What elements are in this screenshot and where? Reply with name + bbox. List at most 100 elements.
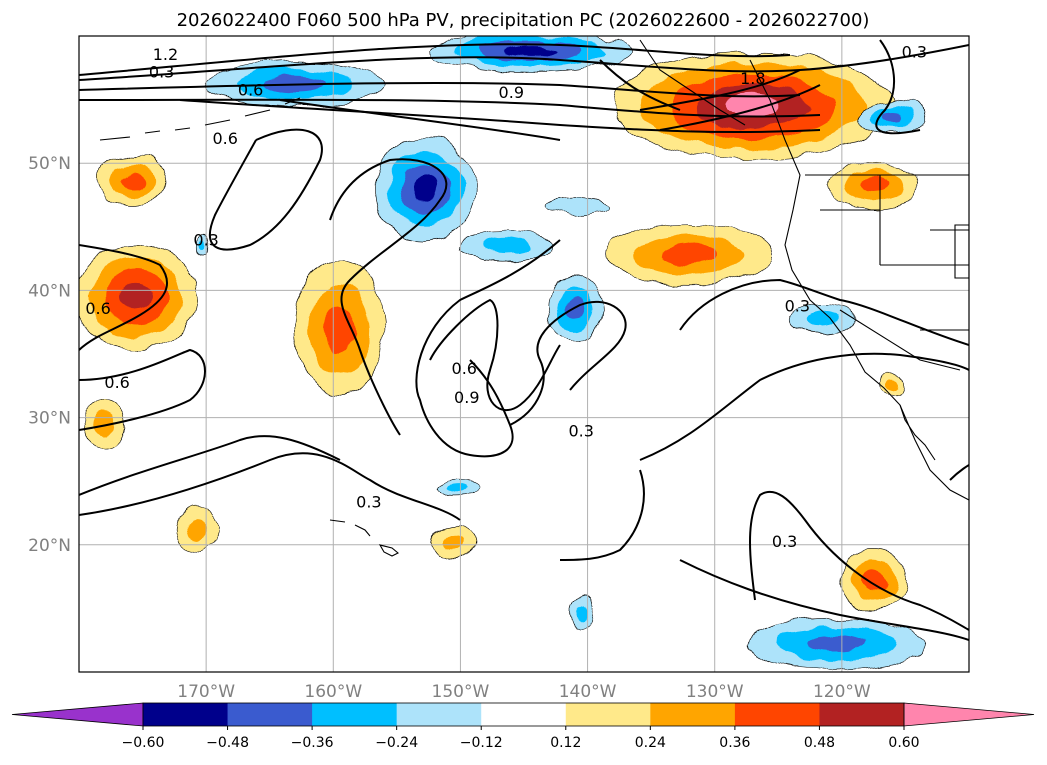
colorbar-segment-7 (734, 703, 820, 726)
precip-outline-1 (606, 223, 773, 286)
precip-outline-14 (546, 276, 604, 341)
precip-outline-11 (373, 137, 476, 240)
precip-band-11-3 (412, 175, 438, 202)
precip-band-5-1 (186, 518, 209, 541)
contour-label-13: 0.3 (568, 421, 593, 440)
contour-label-9: 0.6 (104, 373, 129, 392)
colorbar-tick-3: −0.24 (375, 735, 418, 751)
precip-band-0-4 (724, 95, 781, 117)
colorbar: −0.60 −0.48 −0.36 −0.24 −0.12 0.12 0.24 0.36 0.4… (11, 702, 1035, 751)
map-frame (78, 35, 970, 673)
precipitation-field (79, 36, 927, 670)
precip-outline-16 (545, 197, 610, 216)
colorbar-tick-5: 0.12 (550, 735, 581, 751)
precip-region-13 (428, 36, 633, 72)
precip-band-10-1 (886, 376, 899, 388)
precip-outline-20 (437, 478, 479, 497)
contour-label-15: 0.3 (772, 532, 797, 551)
map-area: 0.31.20.6 0.91.80.30.60.30.60.60.30.60.90… (79, 36, 969, 672)
precip-band-20-1 (447, 483, 469, 493)
chart-title: 2026022400 F060 500 hPa PV, precipitatio… (177, 10, 870, 31)
precip-band-9-2 (862, 570, 885, 591)
lat-tick-2: 40°N (28, 281, 71, 301)
colorbar-segment-8 (819, 703, 905, 726)
pv-contours (79, 39, 969, 641)
precip-region-2 (79, 243, 198, 351)
precip-band-13-3 (504, 46, 556, 57)
lon-tick-3: 140°W (559, 682, 617, 702)
precip-region-16 (545, 197, 610, 216)
colorbar-tick-6: 0.24 (635, 735, 666, 751)
colorbar-segment-1 (227, 703, 313, 726)
precip-region-5 (175, 506, 220, 553)
precip-region-20 (437, 478, 479, 497)
precip-region-22 (196, 235, 208, 257)
contour-label-6: 0.6 (212, 129, 237, 148)
lat-tick-1: 30°N (28, 409, 71, 429)
precip-outline-13 (428, 36, 633, 72)
colorbar-tick-2: −0.36 (291, 735, 334, 751)
precip-outline-18 (859, 99, 927, 136)
contour-label-11: 0.6 (452, 359, 477, 378)
colorbar-tick-4: −0.12 (460, 735, 503, 751)
precip-band-1-2 (661, 244, 717, 265)
precip-outline-5 (175, 506, 220, 553)
gridlines (79, 36, 969, 672)
lat-tick-3: 50°N (28, 154, 71, 174)
precip-outline-6 (83, 399, 126, 449)
precip-region-8 (827, 161, 920, 209)
precip-band-18-2 (881, 111, 904, 124)
colorbar-frame (142, 702, 905, 727)
precip-outline-10 (880, 370, 905, 394)
contour-label-14: 0.3 (356, 493, 381, 512)
precip-outline-3 (293, 262, 386, 396)
precip-outline-9 (840, 549, 908, 612)
precip-outline-19 (789, 302, 857, 334)
precip-region-7 (430, 522, 478, 562)
precip-band-4-2 (120, 172, 145, 190)
lon-tick-1: 160°W (304, 682, 362, 702)
colorbar-segment-4 (481, 703, 567, 726)
colorbar-segment-0 (143, 703, 229, 726)
colorbar-extend-max (903, 702, 1035, 727)
coastlines (99, 39, 969, 557)
precip-outline-7 (430, 522, 478, 562)
colorbar-segment-3 (396, 703, 482, 726)
precip-band-22-1 (199, 240, 205, 251)
precip-outline-8 (827, 161, 920, 209)
colorbar-segment-5 (565, 703, 651, 726)
precip-band-16-0 (545, 197, 610, 216)
precip-band-15-1 (480, 238, 530, 254)
precip-region-21 (569, 597, 593, 630)
precip-region-4 (96, 155, 169, 207)
contour-label-3: 0.9 (499, 83, 524, 102)
contour-label-10: 0.3 (785, 297, 810, 316)
longitude-tick-labels: 170°W 160°W 150°W 140°W 130°W 120°W (177, 682, 871, 702)
precip-region-19 (789, 302, 857, 334)
contour-label-5: 0.3 (902, 42, 927, 61)
precip-outline-22 (196, 235, 208, 257)
colorbar-tick-9: 0.60 (888, 735, 919, 751)
precip-region-1 (606, 223, 773, 286)
colorbar-extend-min (11, 702, 144, 727)
precip-region-9 (840, 549, 908, 612)
colorbar-segment-2 (312, 703, 398, 726)
contour-label-8: 0.6 (85, 299, 110, 318)
colorbar-tick-7: 0.36 (719, 735, 750, 751)
contour-label-2: 0.6 (238, 80, 263, 99)
precip-band-21-1 (575, 605, 587, 622)
precip-band-19-1 (806, 310, 840, 327)
colorbar-tick-8: 0.48 (804, 735, 835, 751)
precip-region-17 (746, 618, 925, 670)
contour-label-7: 0.3 (193, 231, 218, 250)
precip-region-0 (612, 52, 894, 160)
contour-label-1: 1.2 (153, 45, 178, 64)
lon-tick-2: 150°W (432, 682, 490, 702)
lon-tick-4: 130°W (686, 682, 744, 702)
precip-band-8-2 (858, 177, 889, 193)
precip-region-6 (83, 399, 126, 449)
contour-label-4: 1.8 (740, 69, 765, 88)
contour-label-0: 0.3 (149, 63, 174, 82)
precip-band-17-2 (805, 635, 866, 653)
